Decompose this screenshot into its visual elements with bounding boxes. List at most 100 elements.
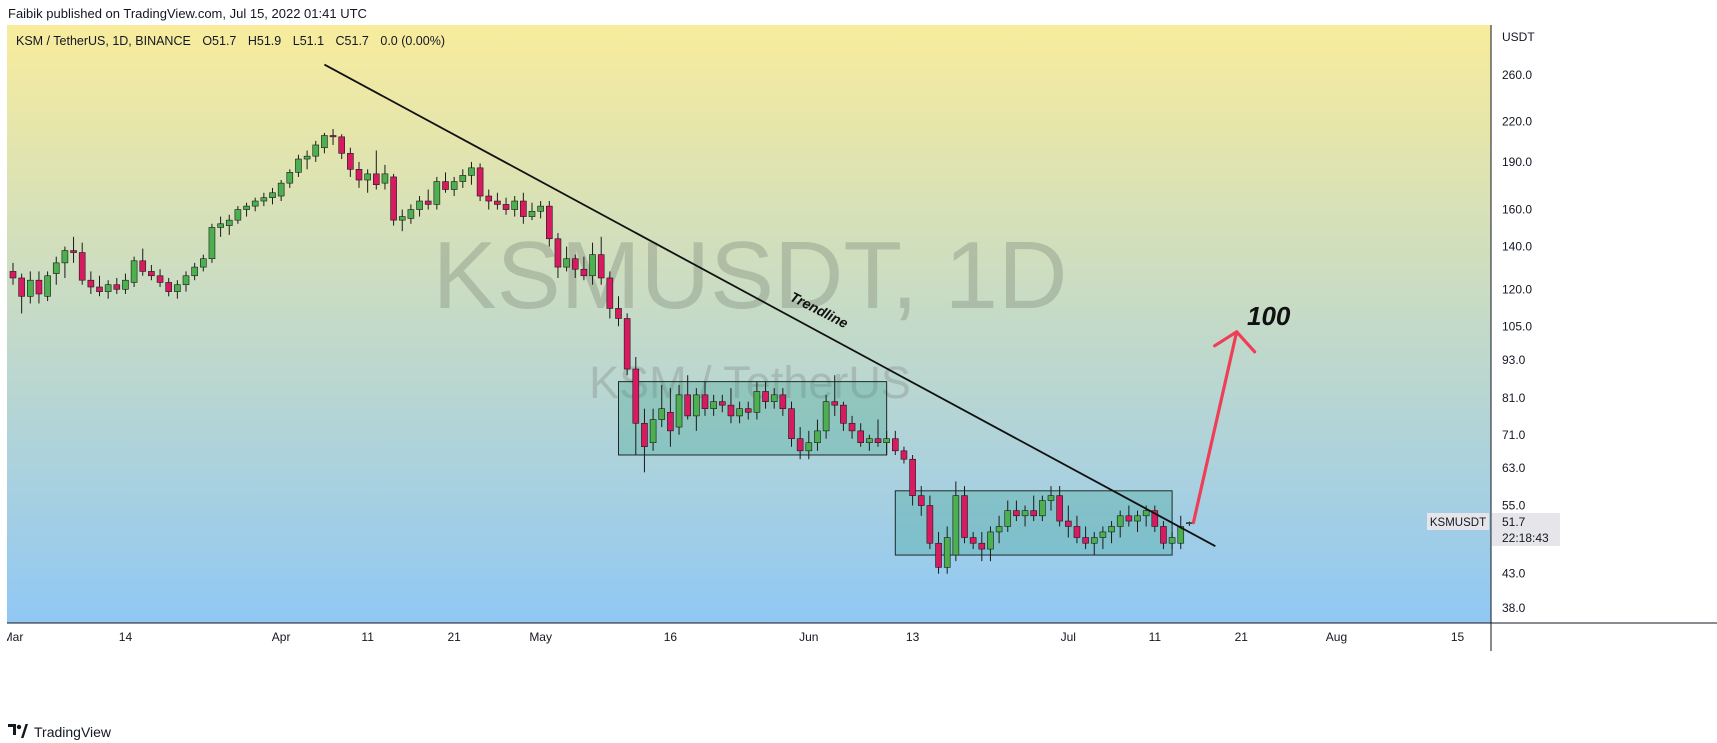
candle-up [649, 408, 657, 451]
candle-body [943, 537, 951, 568]
candle-up [217, 216, 224, 237]
date-tick-label: Jul [1061, 630, 1076, 644]
candle-up [174, 280, 181, 299]
target-arrow-head [1213, 330, 1257, 354]
price-tick-label: 63.0 [1502, 461, 1526, 475]
candle-body [303, 155, 311, 160]
candle-up [1004, 500, 1012, 532]
candle-body [494, 200, 501, 205]
candle-down [571, 254, 579, 278]
candle-body [78, 252, 86, 281]
candle-body [1047, 495, 1055, 501]
candle-body [1142, 510, 1150, 517]
price-tag: 51.7 [1502, 515, 1526, 529]
candle-up [312, 140, 320, 162]
candle-body [770, 394, 778, 402]
candle-down [874, 419, 882, 447]
candle-down [779, 388, 787, 416]
candle-body [1004, 510, 1012, 527]
candle-down [148, 264, 155, 281]
date-tick-label: Apr [272, 630, 291, 644]
candle-body [1030, 510, 1038, 517]
candle-body [1056, 495, 1063, 522]
candle-down [917, 486, 925, 516]
candle-up [182, 271, 190, 292]
candle-up [1134, 510, 1141, 532]
candle-down [1082, 526, 1089, 550]
candle-body [208, 227, 216, 260]
candle-body [632, 368, 640, 424]
candle-body [606, 277, 614, 309]
candle-body [1073, 526, 1081, 538]
candle-body [390, 176, 397, 221]
legend-open: 51.7 [212, 34, 236, 48]
candle-body [347, 153, 354, 170]
candle-body [312, 144, 320, 157]
candle-down [969, 531, 977, 550]
candle-body [727, 404, 735, 417]
candle-body [961, 495, 968, 538]
candle-body [260, 197, 268, 202]
candle-body [1125, 515, 1133, 522]
legend-low-label: L [293, 34, 300, 48]
date-tick-label: 16 [664, 630, 678, 644]
candle-body [684, 394, 692, 417]
candle-up [321, 132, 328, 154]
candle-up [260, 192, 268, 207]
candle-down [1065, 505, 1072, 538]
candle-up [191, 262, 198, 281]
watermark-main: KSMUSDT, 1D [433, 222, 1068, 329]
legend-symbol: KSM / TetherUS, 1D, BINANCE [16, 34, 191, 48]
candle-body [597, 254, 605, 279]
candle-body [355, 169, 363, 181]
candle-body [113, 284, 121, 290]
candle-body [277, 182, 285, 197]
candle-up [1099, 526, 1107, 550]
candle-down [900, 446, 908, 464]
price-tick-label: 71.0 [1502, 428, 1526, 442]
candle-up [693, 388, 700, 431]
candle-up [537, 201, 544, 219]
candle-body [779, 394, 787, 409]
published-info: Faibik published on TradingView.com, Jul… [8, 6, 367, 21]
candle-up [1047, 486, 1055, 511]
price-tick-label: 160.0 [1502, 203, 1532, 217]
candle-body [589, 254, 596, 277]
candle-body [710, 401, 717, 409]
candle-body [649, 419, 657, 443]
candle-body [476, 167, 484, 197]
candle-body [744, 408, 752, 413]
candle-up [225, 214, 233, 235]
candle-down [909, 454, 916, 506]
candle-body [1039, 500, 1046, 517]
candle-body [796, 438, 804, 452]
candle-body [1013, 510, 1020, 517]
candle-body [822, 401, 830, 432]
candle-up [52, 256, 60, 285]
target-label: 100 [1247, 301, 1291, 331]
candle-down [632, 356, 640, 455]
tradingview-brand: TradingView [34, 724, 112, 740]
candle-up [753, 381, 761, 420]
drawings [323, 63, 1257, 547]
date-tick-label: 21 [1235, 630, 1249, 644]
candle-down [96, 275, 103, 297]
candle-body [736, 408, 743, 417]
candle-body [1090, 537, 1098, 544]
candle-up [528, 202, 536, 221]
candle-down [762, 381, 769, 409]
candle-down [978, 531, 986, 562]
currency-label: USDT [1502, 30, 1535, 44]
chart-svg[interactable]: KSMUSDT, 1D KSM / TetherUS Trendline 100… [3, 25, 1717, 715]
price-tick-label: 55.0 [1502, 499, 1526, 513]
candle-up [104, 280, 112, 299]
candle-up [658, 384, 666, 428]
price-tick-label: 120.0 [1502, 282, 1532, 296]
candle-up [675, 384, 683, 435]
candle-body [234, 209, 242, 221]
candle-body [805, 442, 813, 452]
candle-down [329, 128, 337, 145]
candle-body [295, 158, 302, 173]
chart-frame[interactable]: KSMUSDT, 1D KSM / TetherUS Trendline 100… [3, 25, 1717, 715]
candle-up [130, 256, 138, 287]
